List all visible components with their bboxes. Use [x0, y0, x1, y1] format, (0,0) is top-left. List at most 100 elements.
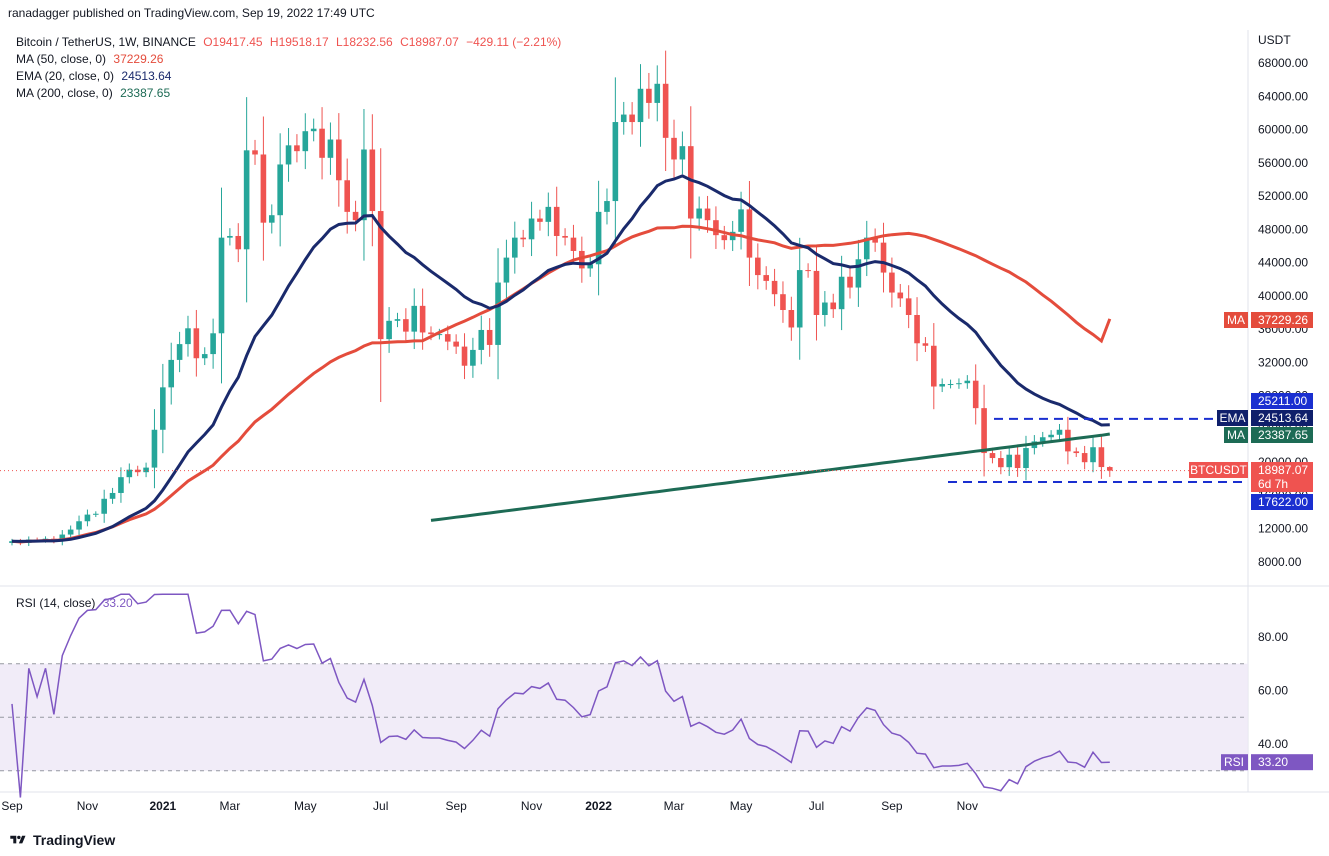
- candle: [403, 308, 409, 343]
- candle: [662, 50, 669, 172]
- candle-body: [151, 429, 158, 468]
- time-tick-label: Mar: [664, 799, 685, 813]
- candle-body: [604, 201, 610, 212]
- candle: [1081, 445, 1088, 470]
- candle-body: [411, 305, 418, 332]
- candle: [805, 263, 811, 278]
- price-tag-value: 23387.65: [1258, 428, 1308, 442]
- price-tag-label-bg: [1224, 427, 1248, 443]
- candle-body: [855, 259, 862, 288]
- price-tag-value-bg: [1251, 410, 1313, 426]
- rsi-legend[interactable]: RSI (14, close) 33.20: [16, 596, 133, 610]
- candle: [302, 113, 309, 170]
- candle-body: [579, 250, 585, 269]
- candle-body: [470, 349, 476, 366]
- candle: [981, 384, 987, 477]
- candle: [1039, 431, 1046, 447]
- candle: [285, 128, 292, 182]
- candle-body: [679, 146, 686, 160]
- candle: [780, 281, 786, 323]
- candle-body: [646, 88, 652, 103]
- candle: [771, 268, 778, 307]
- candle-body: [218, 237, 225, 334]
- candle-body: [696, 208, 702, 219]
- candle-body: [386, 320, 392, 340]
- ma200-legend[interactable]: MA (200, close, 0) 23387.65: [16, 86, 170, 100]
- candle-body: [352, 211, 359, 221]
- candle: [512, 221, 518, 274]
- candle: [495, 248, 501, 380]
- high-value: H19518.17: [269, 35, 329, 49]
- candle-body: [721, 235, 728, 241]
- candle: [134, 465, 141, 477]
- symbol-name[interactable]: Bitcoin / TetherUS, 1W, BINANCE: [16, 35, 196, 49]
- candle: [67, 525, 74, 539]
- candle-body: [210, 333, 216, 355]
- change-value: −429.11 (−2.21%): [466, 35, 562, 49]
- price-tick-label: 40000.00: [1258, 289, 1308, 303]
- price-tag-value: 17622.00: [1258, 495, 1308, 509]
- ema20-legend[interactable]: EMA (20, close, 0) 24513.64: [16, 69, 171, 83]
- candle: [260, 116, 267, 261]
- candle: [545, 192, 552, 237]
- candle: [310, 118, 317, 142]
- candle: [687, 106, 694, 259]
- candle: [470, 337, 476, 378]
- candle: [352, 200, 359, 232]
- candle: [193, 309, 200, 377]
- time-axis[interactable]: Sep Nov 2021 Mar May Jul Sep Nov 2022 Mar May Jul Se…: [1, 799, 978, 813]
- candle: [562, 228, 568, 246]
- candle: [201, 347, 208, 366]
- candle: [528, 201, 535, 257]
- candle: [654, 65, 661, 122]
- rsi-tick-label: 80.00: [1258, 630, 1288, 644]
- candle-body: [302, 131, 309, 152]
- candle: [947, 379, 954, 389]
- candle-body: [252, 150, 258, 155]
- price-tag-label-bg: [1217, 410, 1248, 426]
- price-tag: MA 23387.65: [1224, 427, 1313, 443]
- candle-body: [461, 346, 468, 366]
- price-tag-label-bg: [1189, 462, 1248, 478]
- candle: [327, 122, 334, 175]
- price-tag-value-bg: [1251, 393, 1313, 409]
- candle-body: [981, 408, 987, 454]
- candle-body: [880, 242, 887, 273]
- candle: [931, 323, 937, 410]
- candle-body: [931, 345, 937, 387]
- candle-body: [972, 380, 979, 409]
- ma50-label: MA (50, close, 0): [16, 52, 107, 66]
- candle-body: [134, 469, 141, 473]
- candle-body: [143, 467, 149, 473]
- ema20-value: 24513.64: [121, 69, 172, 83]
- ma50-value: 37229.26: [113, 52, 164, 66]
- rsi-tick-label: 60.00: [1258, 684, 1288, 698]
- candle-body: [109, 492, 116, 499]
- ma50-legend[interactable]: MA (50, close, 0) 37229.26: [16, 52, 163, 66]
- candle: [1106, 466, 1113, 477]
- publisher-line: ranadagger published on TradingView.com,…: [8, 6, 375, 20]
- candle-body: [822, 302, 828, 315]
- candle: [713, 206, 719, 249]
- candle: [59, 530, 66, 546]
- rsi-tick-label: 40.00: [1258, 737, 1288, 751]
- candle: [1073, 447, 1080, 457]
- candle: [377, 148, 384, 402]
- candle-body: [84, 514, 91, 522]
- tradingview-footer[interactable]: TradingView: [8, 832, 115, 848]
- time-tick-label: 2022: [585, 799, 612, 813]
- candle-body: [1106, 467, 1113, 471]
- rsi-tag-label-bg: [1221, 754, 1248, 771]
- candle: [1048, 430, 1054, 442]
- candle-body: [863, 237, 870, 260]
- support-resistance-lines: [0, 417, 1248, 483]
- candle-body: [537, 218, 543, 222]
- candle-body: [704, 208, 711, 221]
- candle-body: [964, 380, 971, 384]
- candle: [252, 139, 258, 165]
- candle-body: [394, 319, 401, 321]
- candle-body: [889, 272, 895, 293]
- candle-body: [528, 218, 535, 240]
- candle-body: [1006, 454, 1013, 468]
